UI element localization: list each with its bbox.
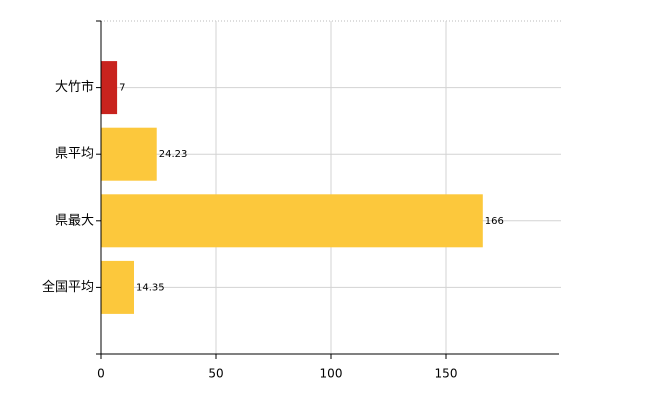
x-tick-label: 150	[435, 367, 458, 381]
bar	[101, 61, 118, 115]
value-label: 24.23	[159, 149, 188, 160]
bar	[101, 260, 135, 314]
x-tick-label: 50	[208, 367, 223, 381]
value-label: 7	[119, 83, 125, 94]
y-tick-label: 県平均	[55, 147, 94, 162]
bar	[101, 194, 483, 248]
value-label: 166	[485, 216, 504, 227]
y-tick-label: 全国平均	[42, 279, 94, 295]
x-tick-label: 100	[320, 367, 343, 381]
y-tick-label: 大竹市	[55, 79, 94, 95]
value-label: 14.35	[136, 282, 165, 293]
x-tick-label: 0	[97, 367, 105, 381]
bar	[101, 127, 157, 181]
y-tick-label: 県最大	[55, 213, 94, 228]
